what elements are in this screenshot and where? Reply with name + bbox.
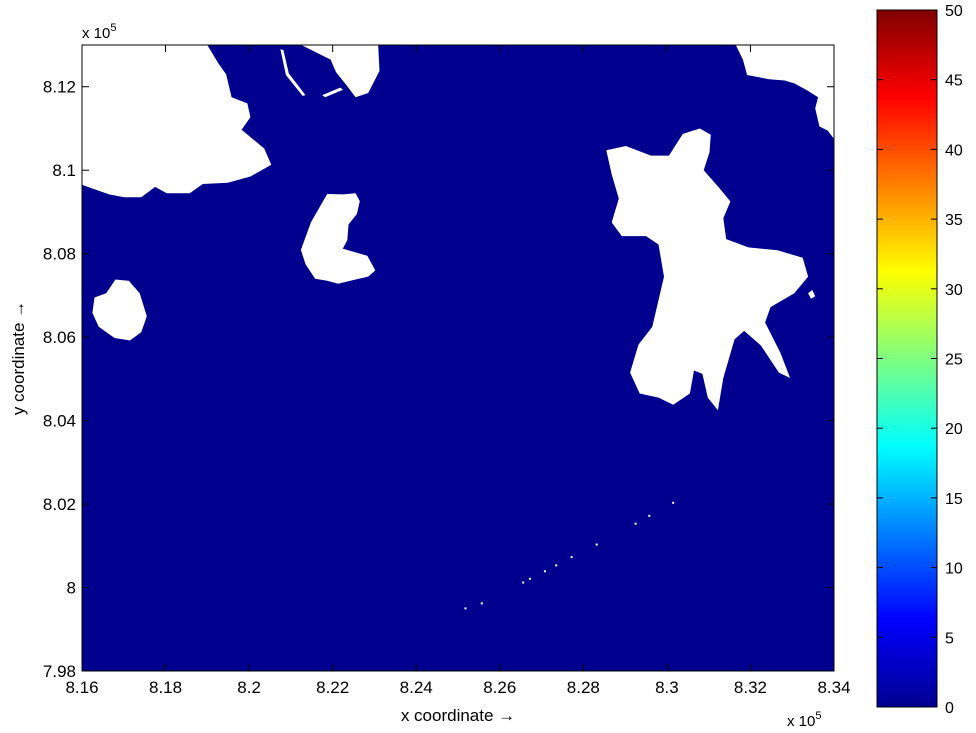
land-east-island: [606, 128, 809, 411]
colorbar-tick-label: 0: [945, 700, 954, 717]
y-tick-label: 8.1: [52, 161, 76, 180]
speckle: [464, 607, 467, 610]
land-masses: [82, 45, 834, 411]
x-tick-label: 8.18: [149, 678, 182, 697]
speckle: [648, 514, 651, 517]
colorbar-tick-label: 20: [945, 421, 963, 438]
land-central-island: [300, 193, 376, 284]
y-axis-ticks: 7.98 8 8.02 8.04 8.06 8.08 8.1 8.12: [43, 78, 834, 681]
speckle: [528, 577, 531, 580]
x-tick-label: 8.26: [483, 678, 516, 697]
x-tick-label: 8.28: [567, 678, 600, 697]
x-axis-ticks: 8.16 8.18 8.2 8.22 8.24 8.26 8.28 8.3 8.32 8.34: [65, 45, 851, 697]
speckle: [543, 570, 546, 573]
y-tick-label: 8.04: [43, 412, 76, 431]
land-east-islet-2: [808, 290, 816, 299]
colorbar-ticks: 0 5 10 15 20 25 30 35 40 45 50: [877, 3, 963, 717]
colorbar-tick-label: 50: [945, 3, 963, 20]
colorbar-tick-label: 30: [945, 282, 963, 299]
speckle: [672, 501, 675, 504]
speckle: [570, 556, 573, 559]
y-tick-label: 7.98: [43, 662, 76, 681]
x-tick-label: 8.34: [817, 678, 850, 697]
x-multiplier: x 105: [787, 710, 821, 730]
land-north-islet: [322, 87, 344, 98]
y-tick-label: 8: [67, 579, 76, 598]
colorbar-tick-label: 15: [945, 491, 963, 508]
colorbar-tick-label: 10: [945, 561, 963, 578]
y-tick-label: 8.02: [43, 495, 76, 514]
speckle: [522, 581, 525, 584]
y-tick-label: 8.12: [43, 78, 76, 97]
speckle: [555, 564, 558, 567]
y-tick-label: 8.08: [43, 245, 76, 264]
colorbar-tick-label: 5: [945, 630, 954, 647]
colorbar-tick-label: 25: [945, 352, 963, 369]
land-north-sliver: [280, 49, 306, 96]
land-northwest-coast: [82, 45, 272, 198]
colorbar-tick-label: 45: [945, 73, 963, 90]
colorbar-tick-label: 35: [945, 212, 963, 229]
colorbar: 0 5 10 15 20 25 30 35 40 45 50: [876, 3, 963, 717]
colorbar-tick-label: 40: [945, 142, 963, 159]
colorbar-gradient: [877, 10, 937, 707]
x-axis-label: x coordinate →: [401, 706, 515, 725]
y-axis-label: y coordinate →: [9, 301, 28, 415]
speckle: [480, 602, 483, 605]
land-north-land-2: [301, 45, 380, 98]
land-west-island: [92, 279, 147, 341]
speckle: [634, 522, 637, 525]
x-tick-label: 8.16: [65, 678, 98, 697]
x-tick-label: 8.32: [734, 678, 767, 697]
y-tick-label: 8.06: [43, 328, 76, 347]
land-east-islet-1: [703, 190, 717, 199]
y-multiplier: x 105: [82, 22, 116, 42]
speckles: [464, 501, 675, 610]
speckle: [595, 543, 598, 546]
land-northeast-coast: [735, 45, 834, 139]
x-tick-label: 8.3: [655, 678, 679, 697]
x-tick-label: 8.22: [316, 678, 349, 697]
x-tick-label: 8.2: [237, 678, 261, 697]
plot-area: [81, 44, 835, 672]
plot-frame: [81, 44, 835, 672]
x-tick-label: 8.24: [400, 678, 433, 697]
